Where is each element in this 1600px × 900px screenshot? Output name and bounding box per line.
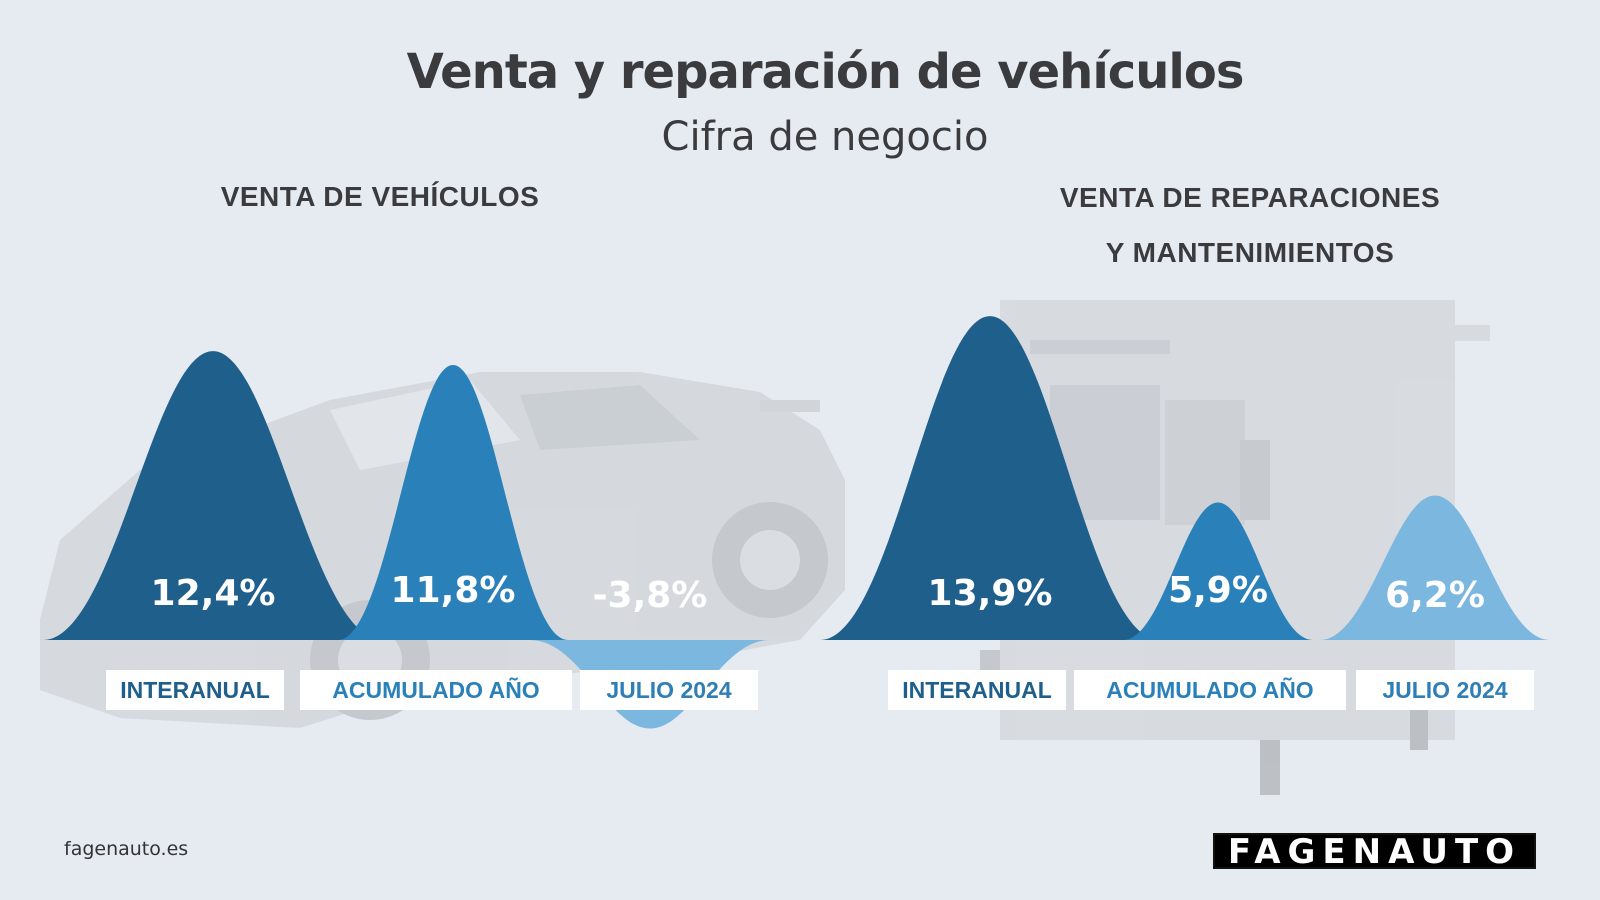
value-label-julio-2024: 6,2% <box>1385 575 1485 616</box>
peak-acumulado-ano <box>1123 502 1313 640</box>
category-label-julio-2024: JULIO 2024 <box>580 670 758 710</box>
category-label-interanual: INTERANUAL <box>106 670 284 710</box>
page-title: Venta y reparación de vehículos <box>406 44 1245 100</box>
chart-venta-vehiculos: 12,4% 11,8% -3,8% <box>43 351 770 729</box>
value-label-acumulado-ano: 11,8% <box>391 570 516 611</box>
peak-acumulado-ano <box>338 365 568 640</box>
page-subtitle: Cifra de negocio <box>661 114 989 160</box>
category-label-interanual: INTERANUAL <box>888 670 1066 710</box>
value-label-interanual: 13,9% <box>928 573 1053 614</box>
peak-interanual <box>820 316 1160 640</box>
value-label-interanual: 12,4% <box>151 573 276 614</box>
value-label-acumulado-ano: 5,9% <box>1168 570 1268 611</box>
value-label-julio-2024: -3,8% <box>593 575 708 616</box>
right-chart-title-line-1: VENTA DE REPARACIONES <box>1059 182 1441 213</box>
category-label-acumulado-ano: ACUMULADO AÑO <box>300 670 572 710</box>
peak-julio-2024 <box>1320 495 1550 640</box>
left-chart-title: VENTA DE VEHÍCULOS <box>220 181 540 212</box>
category-label-acumulado-ano: ACUMULADO AÑO <box>1074 670 1346 710</box>
right-chart-title: VENTA DE REPARACIONES Y MANTENIMIENTOS <box>1000 170 1500 280</box>
peak-interanual <box>43 351 383 640</box>
right-chart-title-line-2: Y MANTENIMIENTOS <box>1105 237 1395 268</box>
category-label-julio-2024: JULIO 2024 <box>1356 670 1534 710</box>
footer-url: fagenauto.es <box>64 838 189 860</box>
fagenauto-logo: FAGENAUTO <box>1213 833 1536 869</box>
chart-reparaciones: 13,9% 5,9% 6,2% <box>820 316 1550 640</box>
